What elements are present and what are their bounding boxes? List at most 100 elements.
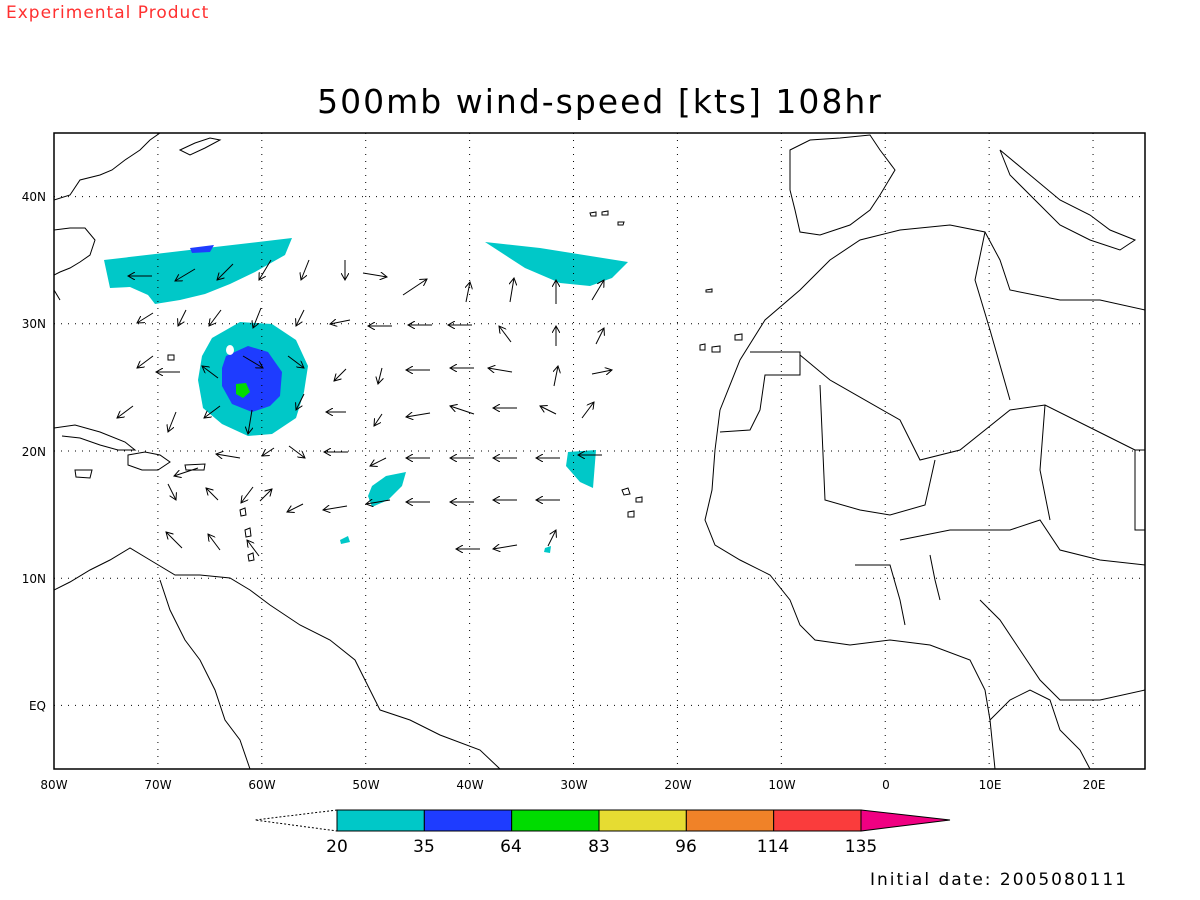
wind-vector [547, 530, 556, 547]
colorbar-boxes [336, 809, 862, 832]
colorbar-label: 35 [413, 837, 435, 857]
wind-vectors [117, 259, 612, 557]
island-bermuda [167, 354, 175, 361]
wind-vector [499, 326, 512, 343]
wind-vector [174, 467, 199, 476]
island-canary-3 [734, 333, 743, 341]
colorbar-label: 135 [845, 837, 877, 857]
wind-vector [241, 486, 254, 503]
wind-vector [362, 273, 387, 277]
wind-vector [287, 503, 304, 512]
island-azores-1 [589, 211, 597, 217]
coast-venezuela-inland [159, 579, 251, 769]
shade-patch-small-west [340, 536, 350, 544]
coast-italy [999, 149, 1137, 251]
border-central-africa [979, 599, 1145, 701]
wind-vector [117, 405, 134, 418]
colorbar-label: 64 [500, 837, 522, 857]
border-mali-south [819, 384, 936, 516]
wind-vector [406, 413, 431, 417]
colorbar-box [773, 809, 862, 832]
wind-vector [334, 368, 347, 381]
coast-nova-scotia [178, 137, 222, 156]
islands [167, 210, 743, 562]
wind-vector [323, 506, 348, 510]
map-frame [53, 132, 1146, 770]
wind-vector [374, 413, 383, 426]
island-canary-1 [699, 343, 706, 351]
colorbar-label: 96 [675, 837, 697, 857]
shade-hurricane-inner [222, 346, 282, 412]
border-mauritania-mali [799, 354, 1136, 461]
wind-vector [248, 409, 252, 434]
wind-vector [301, 259, 310, 280]
wind-vector [378, 367, 382, 384]
wind-vector [554, 366, 558, 387]
colorbar-box [336, 809, 425, 832]
wind-vector [175, 268, 196, 281]
coast-west-africa [704, 409, 996, 769]
lat-tick-label: 30N [22, 317, 46, 331]
wind-vector [296, 309, 305, 326]
wind-vector [166, 532, 183, 549]
lon-tick-label: 30W [560, 778, 587, 792]
shade-patch-central [368, 472, 406, 507]
graticule [54, 133, 1145, 769]
experimental-product-label: Experimental Product [6, 3, 210, 23]
wind-vector [595, 328, 604, 345]
shade-band-northwest [104, 238, 292, 304]
lon-tick-label: 50W [352, 778, 379, 792]
map-title: 500mb wind-speed [kts] 108hr [317, 82, 883, 121]
wind-vector [581, 402, 594, 419]
wind-vector [242, 355, 263, 368]
wind-vector [216, 454, 241, 458]
border-sahel [899, 519, 1145, 566]
coast-europe-iberia [789, 134, 896, 236]
shade-white-eye [226, 345, 234, 355]
border-gulf-guinea [855, 554, 941, 626]
map-area [54, 133, 1145, 769]
coast-hispaniola [127, 451, 171, 471]
wind-vector [209, 309, 222, 326]
coast-puerto-rico [184, 463, 206, 471]
latitude-labels: 40N 30N 20N 10N EQ [22, 190, 46, 713]
colorbar-box [423, 809, 513, 832]
wind-vector [591, 370, 612, 374]
wind-vector [288, 445, 305, 458]
coast-southern-africa [989, 689, 1091, 769]
coast-north-africa [719, 224, 1145, 411]
lon-tick-label: 40W [456, 778, 483, 792]
shade-patch-east [566, 450, 596, 488]
lon-tick-label: 10E [979, 778, 1002, 792]
longitude-labels: 80W 70W 60W 50W 40W 30W 20W 10W 0 10E 20… [40, 778, 1105, 792]
coastlines [54, 133, 1145, 769]
island-madeira [705, 288, 713, 293]
wind-vector [253, 307, 262, 328]
wind-vector [370, 457, 387, 466]
wind-vector [540, 406, 557, 415]
lon-tick-label: 80W [40, 778, 67, 792]
wind-vector [247, 540, 260, 557]
lon-tick-label: 10W [768, 778, 795, 792]
island-cape-verde-2 [635, 496, 643, 503]
wind-vector [206, 488, 219, 501]
coast-florida [54, 289, 61, 301]
colorbar-box [511, 809, 600, 832]
wind-vector [488, 368, 513, 372]
border-algeria-libya [974, 231, 1051, 521]
wind-vector [259, 259, 272, 280]
lon-tick-label: 20E [1083, 778, 1106, 792]
colorbar-label: 20 [326, 837, 348, 857]
shade-small-blue-patch [190, 245, 214, 253]
wind-vector [262, 447, 275, 456]
wind-vector [296, 393, 305, 410]
lon-tick-label: 20W [664, 778, 691, 792]
wind-vector [217, 263, 234, 280]
island-canary-2 [711, 345, 721, 353]
initial-date-label: Initial date: 2005080111 [870, 870, 1129, 890]
wind-vector [208, 534, 221, 551]
border-eastern [1134, 449, 1145, 531]
wind-vector [287, 355, 304, 368]
colorbar-box [685, 809, 775, 832]
lat-tick-label: EQ [29, 699, 46, 713]
